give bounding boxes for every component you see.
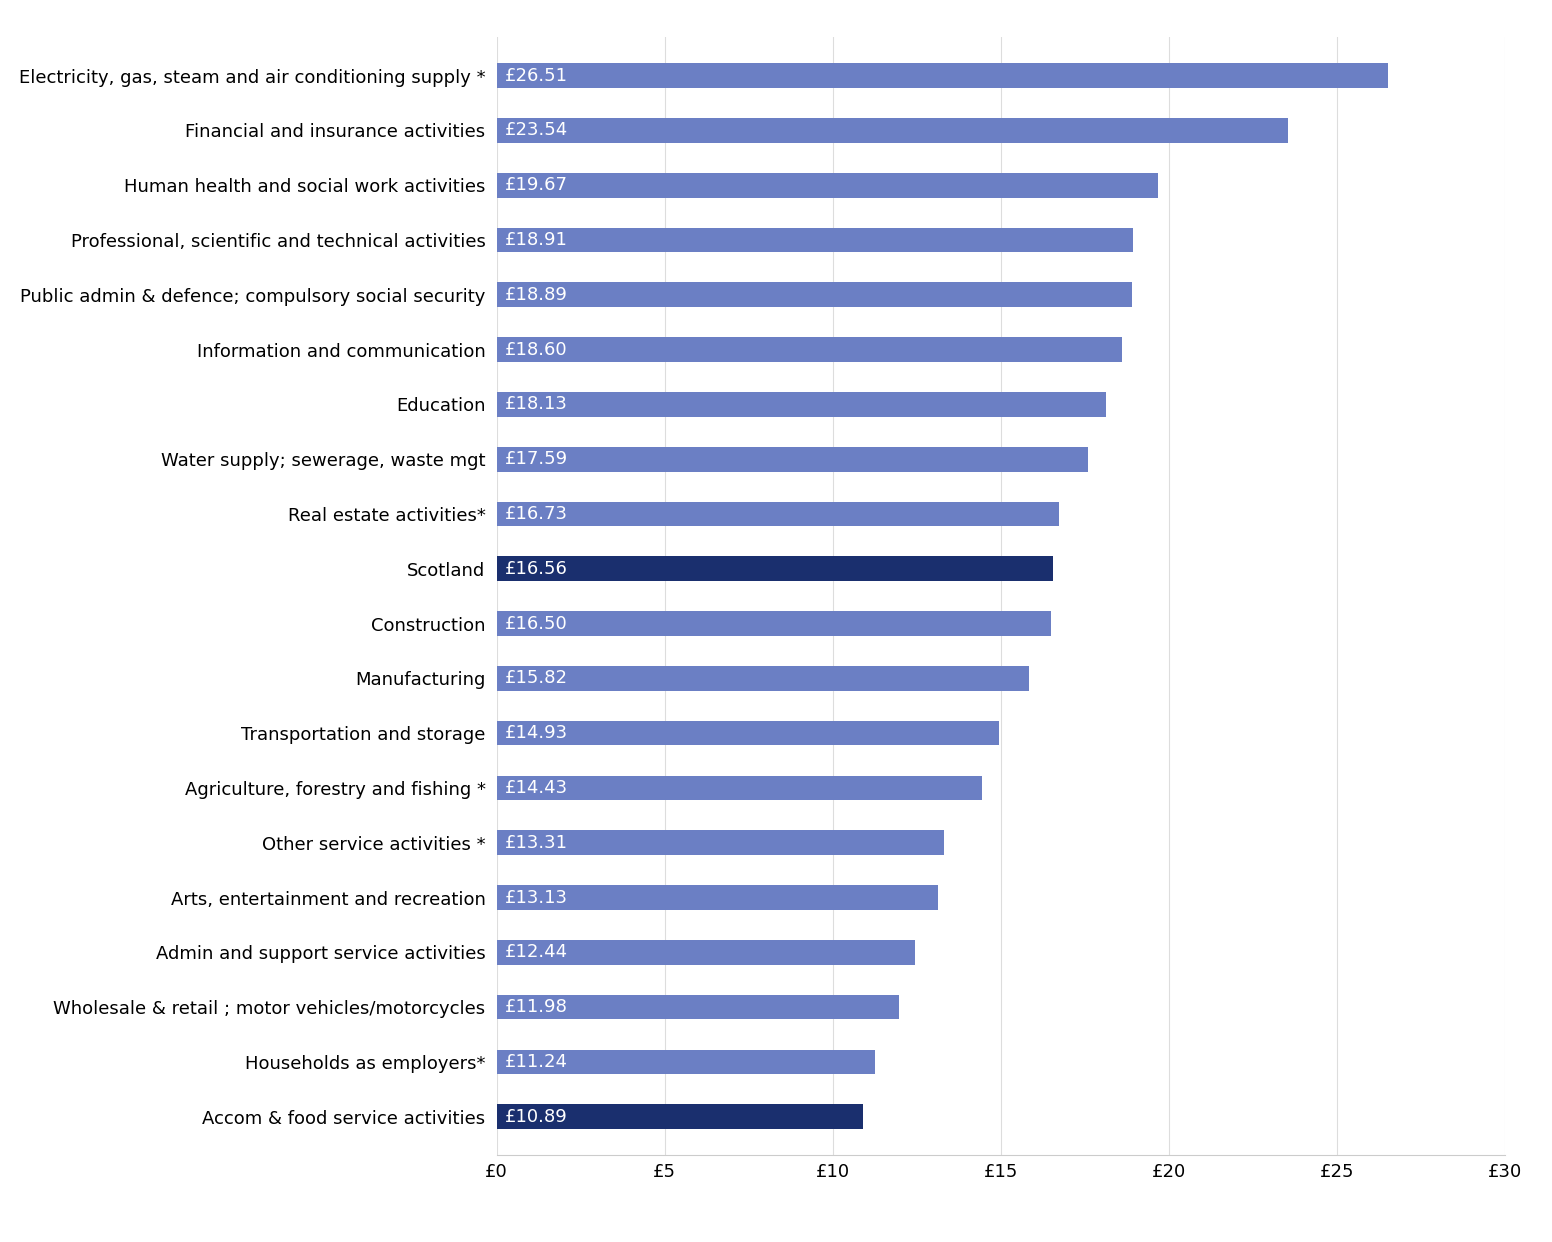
Bar <box>497 1049 875 1074</box>
Bar <box>497 282 1131 307</box>
Text: £13.13: £13.13 <box>504 888 568 907</box>
Text: £11.24: £11.24 <box>504 1053 568 1071</box>
Text: £16.50: £16.50 <box>504 615 568 632</box>
Bar <box>497 720 998 745</box>
Bar <box>497 118 1288 143</box>
Text: £13.31: £13.31 <box>504 833 568 852</box>
Bar <box>497 63 1387 88</box>
Text: £16.73: £16.73 <box>504 505 568 523</box>
Bar <box>497 995 900 1020</box>
Text: £19.67: £19.67 <box>504 176 568 194</box>
Text: £18.60: £18.60 <box>504 340 568 359</box>
Bar <box>497 338 1122 361</box>
Bar <box>497 940 916 965</box>
Text: £16.56: £16.56 <box>504 560 568 578</box>
Text: £15.82: £15.82 <box>504 669 568 687</box>
Bar <box>497 666 1029 691</box>
Text: £17.59: £17.59 <box>504 450 568 468</box>
Text: £18.89: £18.89 <box>504 286 568 304</box>
Bar <box>497 831 944 854</box>
Bar <box>497 1104 863 1129</box>
Text: £14.43: £14.43 <box>504 779 568 797</box>
Text: £23.54: £23.54 <box>504 122 568 139</box>
Bar <box>497 227 1133 252</box>
Bar <box>497 392 1107 417</box>
Bar <box>497 775 982 800</box>
Text: £10.89: £10.89 <box>504 1108 568 1125</box>
Bar <box>497 886 937 910</box>
Text: £18.13: £18.13 <box>504 395 568 414</box>
Bar <box>497 556 1054 581</box>
Text: £18.91: £18.91 <box>504 231 568 248</box>
Text: £11.98: £11.98 <box>504 999 568 1016</box>
Text: £12.44: £12.44 <box>504 944 568 961</box>
Bar <box>497 447 1088 472</box>
Text: £26.51: £26.51 <box>504 67 568 84</box>
Bar <box>497 502 1058 527</box>
Text: £14.93: £14.93 <box>504 724 568 743</box>
Bar <box>497 173 1158 197</box>
Bar <box>497 611 1052 636</box>
